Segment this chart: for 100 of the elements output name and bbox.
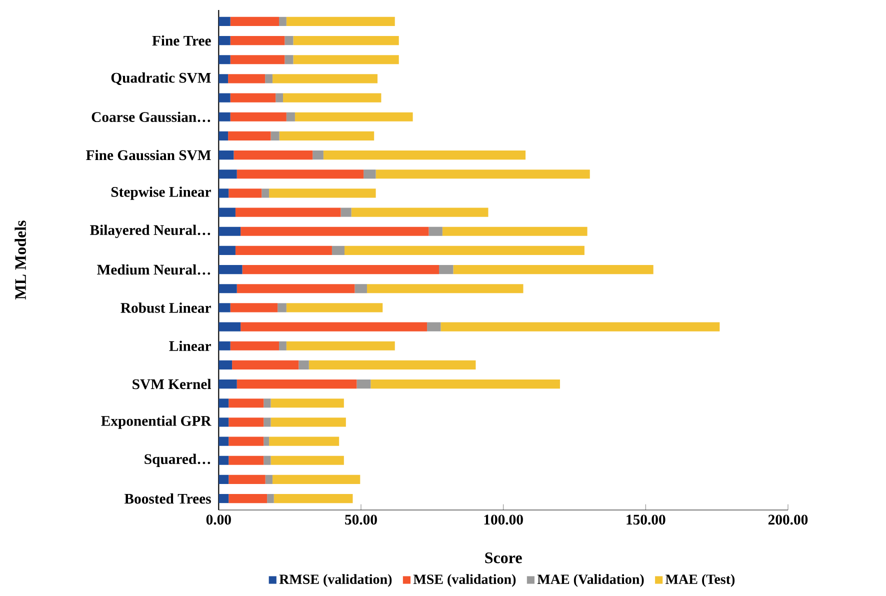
bar: [235, 246, 332, 255]
bar: [228, 494, 268, 504]
bar: [278, 303, 286, 312]
bar: [218, 303, 230, 312]
bar: [236, 284, 355, 294]
bar: [242, 265, 439, 274]
bar: [351, 208, 488, 217]
bar: [230, 36, 285, 46]
bar: [286, 112, 295, 122]
y-axis-title: ML Models: [14, 220, 26, 300]
bar: [236, 380, 357, 389]
bar: [332, 246, 344, 255]
bar: [218, 55, 230, 64]
bar: [286, 341, 395, 350]
bar: [228, 131, 271, 140]
bar: [240, 322, 428, 332]
bar: [218, 494, 229, 504]
bar: [269, 188, 376, 198]
bar: [218, 341, 230, 350]
y-tick-label: Linear: [169, 340, 211, 352]
bar: [312, 150, 324, 160]
bar: [272, 74, 378, 84]
bar: [228, 188, 262, 198]
bar: [230, 341, 280, 350]
bar: [218, 74, 228, 84]
x-tick-label: 100.00: [484, 514, 523, 525]
y-tick-label: Fine Tree: [152, 35, 211, 46]
bar: [284, 55, 294, 64]
x-tick-label: 200.00: [768, 514, 808, 525]
bar: [264, 436, 270, 446]
x-tick-label: 0.00: [206, 514, 231, 525]
bar: [230, 303, 278, 312]
y-tick-label: Boosted Trees: [124, 493, 211, 504]
bar: [228, 418, 264, 427]
bar: [440, 322, 720, 332]
bar: [218, 188, 229, 198]
bar: [442, 226, 588, 236]
x-tick-label: 150.00: [626, 514, 666, 525]
bar: [364, 170, 376, 179]
bar: [344, 246, 584, 255]
y-tick-label: Bilayered Neural…: [90, 224, 210, 238]
bar: [298, 360, 309, 370]
bar: [279, 131, 374, 140]
bar: [218, 436, 229, 446]
bar: [218, 226, 241, 236]
bar: [286, 16, 395, 26]
bar: [294, 112, 413, 122]
bar: [264, 456, 271, 465]
bar: [272, 474, 360, 484]
bar: [234, 150, 313, 160]
bar: [264, 398, 271, 408]
bar: [218, 418, 229, 427]
bar: [218, 170, 237, 179]
bar: [218, 284, 237, 294]
bar: [228, 74, 266, 84]
legend-label: MAE (Test): [666, 574, 735, 587]
y-tick-label: Squared…: [144, 454, 210, 468]
bar: [218, 380, 237, 389]
bar: [218, 131, 228, 140]
bar: [270, 456, 344, 465]
bar: [218, 456, 229, 465]
bar: [218, 208, 236, 217]
y-tick-label: Fine Gaussian SVM: [86, 150, 211, 160]
bar: [270, 398, 344, 408]
bar: [240, 226, 429, 236]
bar: [218, 265, 242, 274]
bar: [218, 36, 230, 46]
bar: [270, 418, 346, 427]
y-tick-label: Robust Linear: [120, 302, 211, 313]
bar: [370, 380, 560, 389]
bar: [293, 55, 399, 64]
bar: [354, 284, 367, 294]
bar: [286, 303, 383, 312]
bar: [218, 150, 234, 160]
bar: [340, 208, 352, 217]
bar: [453, 265, 654, 274]
y-tick-label: Stepwise Linear: [111, 186, 211, 200]
bar: [274, 494, 353, 504]
legend-label: RMSE (validation): [279, 574, 392, 587]
bar: [427, 322, 441, 332]
bar: [293, 36, 399, 46]
bar: [264, 418, 271, 427]
y-tick-label: Quadratic SVM: [111, 72, 211, 85]
bar: [262, 188, 270, 198]
bar: [228, 456, 264, 465]
bar: [232, 360, 299, 370]
bar: [276, 93, 284, 102]
bar: [218, 16, 230, 26]
bar: [235, 208, 341, 217]
bar: [265, 74, 272, 84]
bar: [218, 93, 230, 102]
bar: [265, 474, 272, 484]
bar: [218, 112, 230, 122]
bar: [236, 170, 364, 179]
bar: [283, 93, 382, 102]
bar: [428, 226, 442, 236]
bar: [366, 284, 524, 294]
bar: [230, 55, 285, 64]
bar: [439, 265, 454, 274]
bar: [323, 150, 526, 160]
